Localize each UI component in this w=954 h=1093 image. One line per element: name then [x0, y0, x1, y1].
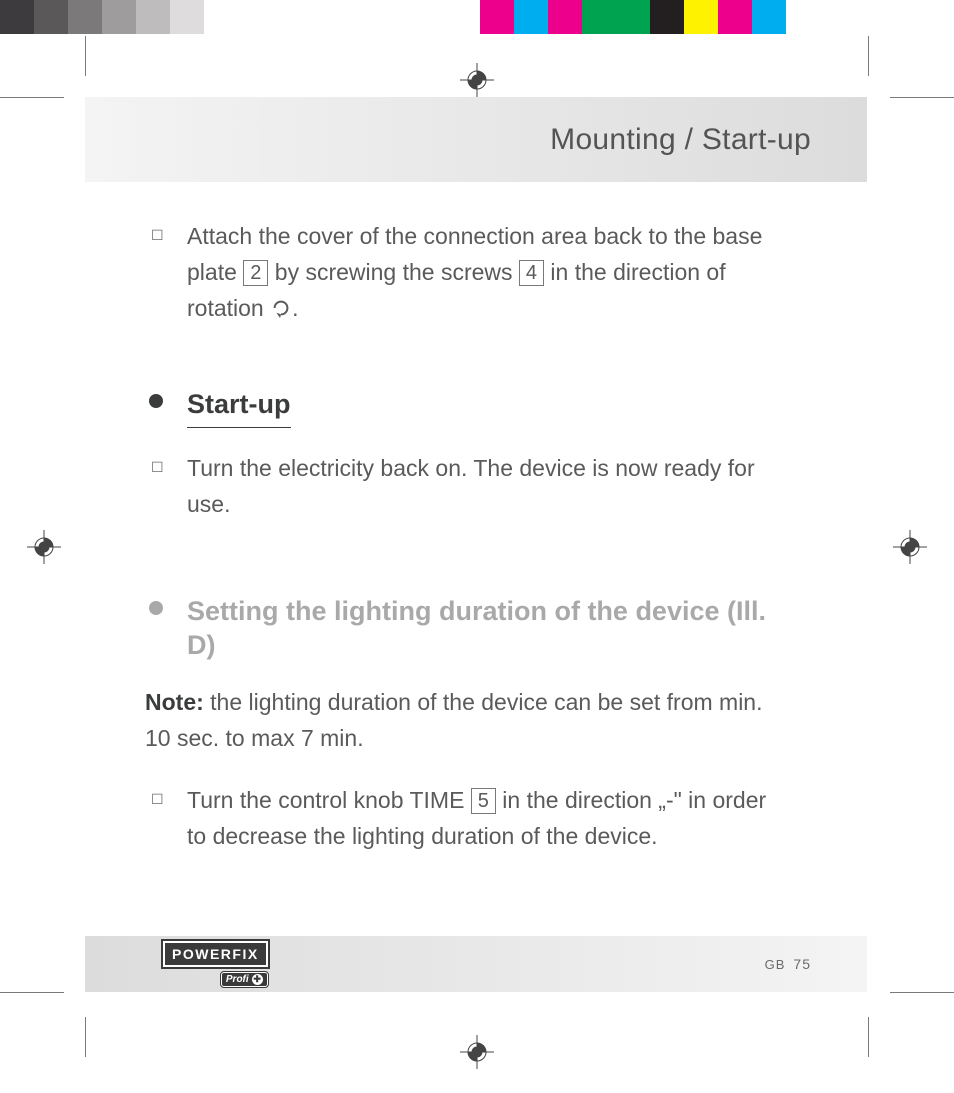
- part-reference: 4: [519, 260, 544, 286]
- color-swatch: [170, 0, 204, 34]
- plus-icon: ✚: [252, 974, 263, 985]
- color-swatch: [0, 0, 34, 34]
- color-swatch: [68, 0, 102, 34]
- note-text: the lighting duration of the device can …: [145, 689, 763, 751]
- color-swatch: [480, 0, 514, 34]
- section-heading: Start-up: [145, 387, 789, 428]
- color-swatch: [616, 0, 650, 34]
- crop-mark: [868, 1017, 869, 1057]
- color-swatch: [204, 0, 238, 34]
- list-item: ☐ Attach the cover of the connection are…: [145, 218, 789, 329]
- brand-logo: POWERFIX Profi✚: [163, 941, 268, 987]
- registration-mark-icon: [460, 1035, 494, 1069]
- color-swatch: [582, 0, 616, 34]
- color-swatch: [34, 0, 68, 34]
- country-code: GB: [765, 957, 786, 972]
- registration-mark-icon: [893, 530, 927, 564]
- crop-mark: [85, 36, 86, 76]
- checkbox-bullet-icon: ☐: [145, 782, 187, 854]
- checkbox-bullet-icon: ☐: [145, 450, 187, 522]
- color-strip-gap: [238, 0, 278, 34]
- note-label: Note:: [145, 689, 204, 715]
- color-calibration-strip: [0, 0, 954, 34]
- brand-name: POWERFIX: [163, 941, 268, 967]
- list-item-text: Turn the electricity back on. The device…: [187, 450, 789, 522]
- text-run: by screwing the screws: [268, 259, 519, 285]
- bullet-icon: [145, 594, 187, 620]
- part-reference: 5: [471, 788, 496, 814]
- color-swatch: [752, 0, 786, 34]
- page-header-band: Mounting / Start-up: [85, 97, 867, 182]
- color-swatch: [684, 0, 718, 34]
- registration-mark-icon: [460, 63, 494, 97]
- color-strip-gap: [278, 0, 480, 34]
- color-swatch: [514, 0, 548, 34]
- color-swatch: [136, 0, 170, 34]
- crop-mark: [890, 97, 954, 98]
- crop-mark: [868, 36, 869, 76]
- page-number-value: 75: [793, 956, 811, 972]
- brand-subline: Profi✚: [221, 969, 268, 987]
- part-reference: 2: [243, 260, 268, 286]
- section-title: Start-up: [187, 387, 291, 428]
- document-page: Mounting / Start-up ☐ Attach the cover o…: [85, 97, 867, 992]
- crop-mark: [0, 992, 64, 993]
- crop-mark: [890, 992, 954, 993]
- crop-mark: [85, 1017, 86, 1057]
- color-swatch: [718, 0, 752, 34]
- page-body: ☐ Attach the cover of the connection are…: [85, 182, 867, 854]
- section-heading: Setting the lighting duration of the dev…: [145, 594, 789, 662]
- color-swatch: [548, 0, 582, 34]
- checkbox-bullet-icon: ☐: [145, 218, 187, 329]
- color-swatch: [650, 0, 684, 34]
- brand-sub-text: Profi: [226, 974, 249, 985]
- text-run: Turn the control knob TIME: [187, 787, 471, 813]
- section-title: Setting the lighting duration of the dev…: [187, 594, 789, 662]
- rotation-arrow-icon: [270, 293, 292, 329]
- bullet-icon: [145, 387, 187, 413]
- note-paragraph: Note: the lighting duration of the devic…: [145, 684, 789, 756]
- crop-mark: [0, 97, 64, 98]
- text-run: .: [292, 295, 298, 321]
- page-number: GB 75: [765, 956, 811, 972]
- list-item: ☐ Turn the control knob TIME 5 in the di…: [145, 782, 789, 854]
- registration-mark-icon: [27, 530, 61, 564]
- list-item: ☐ Turn the electricity back on. The devi…: [145, 450, 789, 522]
- page-footer-band: POWERFIX Profi✚ GB 75: [85, 936, 867, 992]
- page-header-title: Mounting / Start-up: [550, 123, 811, 157]
- list-item-text: Turn the control knob TIME 5 in the dire…: [187, 782, 789, 854]
- color-swatch: [102, 0, 136, 34]
- list-item-text: Attach the cover of the connection area …: [187, 218, 789, 329]
